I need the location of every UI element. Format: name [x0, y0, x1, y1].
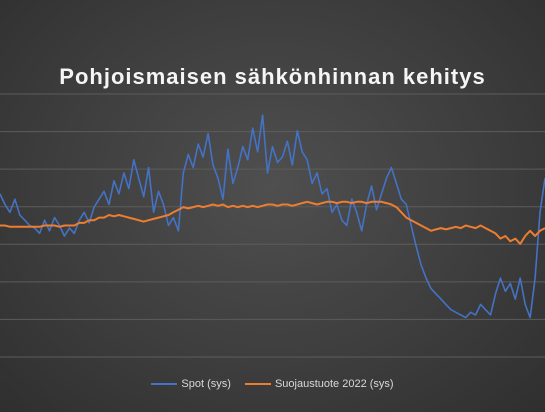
- legend-entry-spot: Spot (sys): [151, 378, 231, 390]
- legend-entry-suojaustuote: Suojaustuote 2022 (sys): [244, 378, 394, 390]
- series-line-suojaustuote: [0, 200, 545, 245]
- series-line-spot: [0, 114, 545, 319]
- legend-swatch-spot: [151, 383, 178, 385]
- legend-label-spot: Spot (sys): [181, 378, 231, 390]
- legend-swatch-suojaustuote: [244, 383, 271, 385]
- series-layer: [0, 114, 545, 319]
- chart-title: Pohjoismaisen sähkönhinnan kehitys: [59, 64, 486, 89]
- legend-label-suojaustuote: Suojaustuote 2022 (sys): [274, 378, 394, 390]
- legend: Spot (sys) Suojaustuote 2022 (sys): [0, 378, 545, 390]
- gridlines: [0, 93, 545, 358]
